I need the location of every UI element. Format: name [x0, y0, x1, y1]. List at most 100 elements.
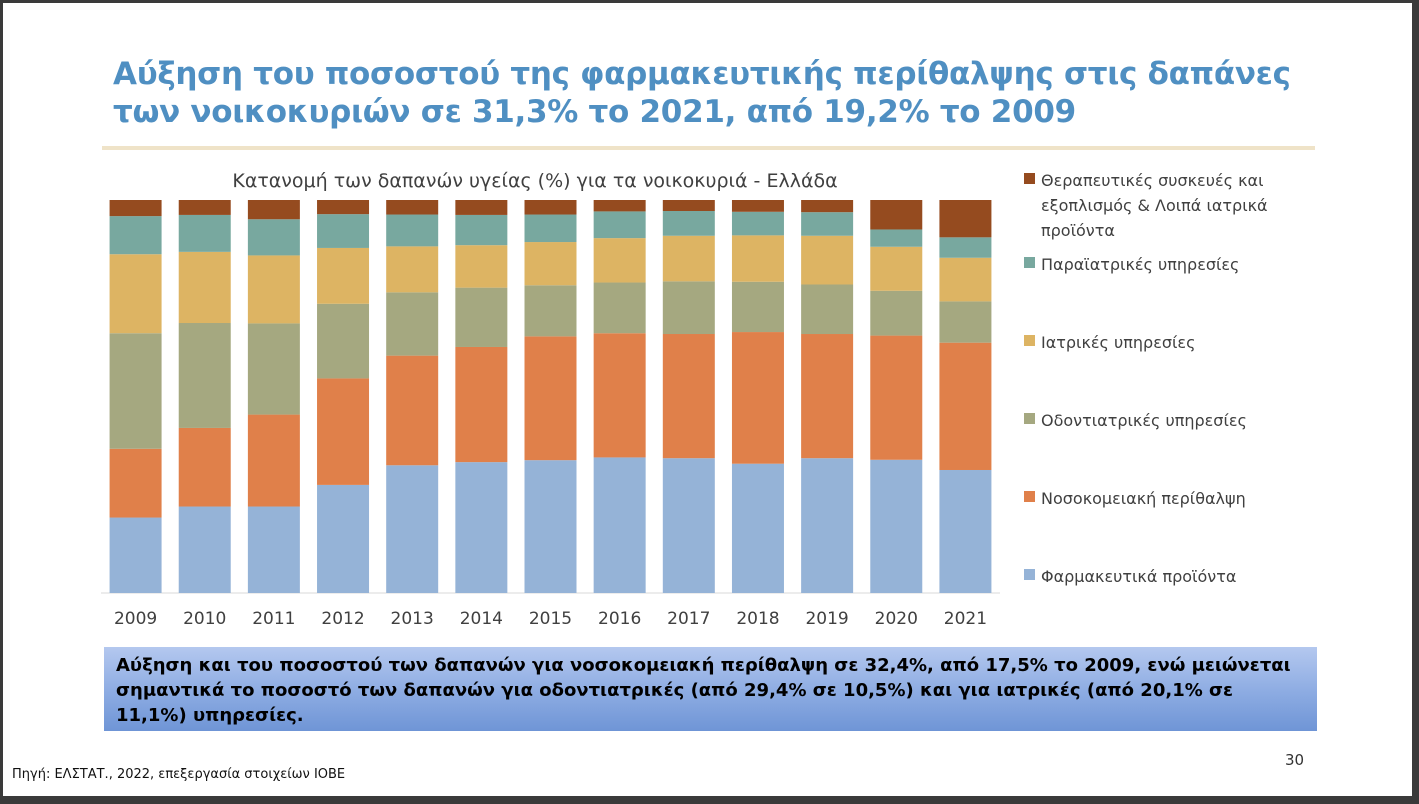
bars-group	[109, 200, 992, 593]
bar-segment-2020-s4	[870, 229, 923, 247]
stacked-bar-chart: Κατανομή των δαπανών υγείας (%) για τα ν…	[101, 170, 1000, 629]
bar-segment-2011-s0	[247, 506, 300, 593]
bar-segment-2014-s4	[455, 214, 508, 246]
bar-segment-2021-s4	[939, 237, 992, 258]
bar-segment-2021-s2	[939, 301, 992, 343]
bar-segment-2020-s1	[870, 335, 923, 460]
bar-segment-2021-s5	[939, 200, 992, 238]
x-tick-label: 2019	[805, 609, 848, 629]
bar-segment-2012-s1	[317, 378, 370, 485]
bar-segment-2011-s1	[247, 414, 300, 507]
bar-segment-2017-s2	[662, 281, 715, 335]
bar-segment-2019-s4	[801, 212, 854, 236]
bar-segment-2014-s1	[455, 346, 508, 463]
bar-segment-2013-s0	[386, 465, 439, 593]
bar-segment-2021-s3	[939, 257, 992, 302]
bar-segment-2017-s3	[662, 235, 715, 282]
bar-segment-2019-s5	[801, 200, 854, 213]
legend-label: Ιατρικές υπηρεσίες	[1041, 333, 1196, 352]
x-tick-label: 2012	[321, 609, 364, 629]
bar-segment-2013-s2	[386, 292, 439, 356]
legend-swatch	[1024, 413, 1035, 424]
bar-segment-2018-s0	[731, 463, 784, 593]
legend-swatch	[1024, 491, 1035, 502]
bar-segment-2019-s0	[801, 458, 854, 593]
legend-label: Θεραπευτικές συσκευές και εξοπλισμός & Λ…	[1041, 171, 1268, 240]
bar-segment-2012-s0	[317, 484, 370, 593]
x-tick-label: 2013	[391, 609, 434, 629]
x-tick-label: 2014	[460, 609, 503, 629]
source-note: Πηγή: ΕΛΣΤΑΤ., 2022, επεξεργασία στοιχεί…	[12, 767, 346, 782]
x-tick-label: 2009	[114, 609, 157, 629]
bar-segment-2019-s2	[801, 284, 854, 335]
bar-segment-2011-s2	[247, 323, 300, 415]
bar-segment-2017-s4	[662, 211, 715, 236]
bar-segment-2011-s3	[247, 255, 300, 324]
legend-swatch	[1024, 173, 1035, 184]
x-tick-labels: 2009 2010 2011 2012 2013 2014 2015 2016 2017 2018…	[114, 609, 987, 629]
bar-segment-2018-s2	[731, 281, 784, 333]
legend-label: Οδοντιατρικές υπηρεσίες	[1041, 411, 1247, 430]
legend-swatch	[1024, 257, 1035, 268]
bar-segment-2012-s4	[317, 214, 370, 248]
legend-swatch	[1024, 569, 1035, 580]
bar-segment-2010-s5	[178, 200, 231, 215]
legend-label: Φαρμακευτικά προϊόντα	[1041, 567, 1237, 586]
bar-segment-2019-s1	[801, 334, 854, 459]
bar-segment-2009-s2	[109, 333, 162, 449]
bar-segment-2010-s3	[178, 251, 231, 324]
chart-title: Κατανομή των δαπανών υγείας (%) για τα ν…	[232, 170, 837, 192]
page-number: 30	[1285, 751, 1305, 769]
bar-segment-2014-s2	[455, 287, 508, 347]
bar-segment-2016-s1	[593, 333, 646, 458]
slide-title: Αύξηση του ποσοστού της φαρμακευτικής πε…	[113, 56, 1291, 130]
bar-segment-2016-s0	[593, 457, 646, 593]
bar-segment-2013-s5	[386, 200, 439, 215]
bar-segment-2011-s5	[247, 200, 300, 220]
bar-segment-2010-s1	[178, 427, 231, 507]
x-tick-label: 2011	[252, 609, 295, 629]
bar-segment-2017-s5	[662, 200, 715, 211]
bar-segment-2021-s0	[939, 469, 992, 593]
bar-segment-2012-s2	[317, 303, 370, 379]
bar-segment-2020-s5	[870, 200, 923, 230]
bar-segment-2015-s0	[524, 460, 577, 593]
bar-segment-2015-s3	[524, 242, 577, 286]
x-tick-label: 2017	[667, 609, 710, 629]
bar-segment-2016-s3	[593, 238, 646, 283]
chart-legend: Θεραπευτικές συσκευές και εξοπλισμός & Λ…	[1020, 168, 1320, 598]
bar-segment-2010-s0	[178, 506, 231, 593]
title-divider	[102, 146, 1315, 150]
bar-segment-2015-s5	[524, 200, 577, 215]
bar-segment-2015-s4	[524, 214, 577, 243]
x-tick-label: 2015	[529, 609, 572, 629]
bar-segment-2013-s4	[386, 214, 439, 247]
bar-segment-2021-s1	[939, 342, 992, 470]
bar-segment-2018-s5	[731, 200, 784, 212]
bar-segment-2019-s3	[801, 235, 854, 285]
bar-segment-2014-s5	[455, 200, 508, 215]
legend-label: Παραϊατρικές υπηρεσίες	[1041, 255, 1240, 274]
bar-segment-2018-s3	[731, 235, 784, 282]
slide: Αύξηση του ποσοστού της φαρμακευτικής πε…	[3, 3, 1412, 796]
bar-segment-2014-s3	[455, 245, 508, 288]
bar-segment-2018-s1	[731, 332, 784, 464]
bar-segment-2020-s3	[870, 246, 923, 291]
bar-segment-2016-s5	[593, 200, 646, 212]
x-tick-label: 2021	[944, 609, 987, 629]
bar-segment-2012-s3	[317, 247, 370, 304]
bar-segment-2016-s4	[593, 211, 646, 239]
bar-segment-2010-s2	[178, 323, 231, 428]
x-tick-label: 2018	[736, 609, 779, 629]
x-tick-label: 2020	[875, 609, 918, 629]
bar-segment-2016-s2	[593, 282, 646, 334]
bar-segment-2009-s4	[109, 216, 162, 255]
legend-swatch	[1024, 335, 1035, 346]
bar-segment-2017-s1	[662, 334, 715, 459]
legend-label: Νοσοκομειακή περίθαλψη	[1041, 489, 1246, 508]
bar-segment-2013-s3	[386, 246, 439, 293]
bar-segment-2009-s3	[109, 254, 162, 334]
bar-segment-2020-s0	[870, 459, 923, 593]
x-tick-label: 2010	[183, 609, 226, 629]
x-tick-label: 2016	[598, 609, 641, 629]
